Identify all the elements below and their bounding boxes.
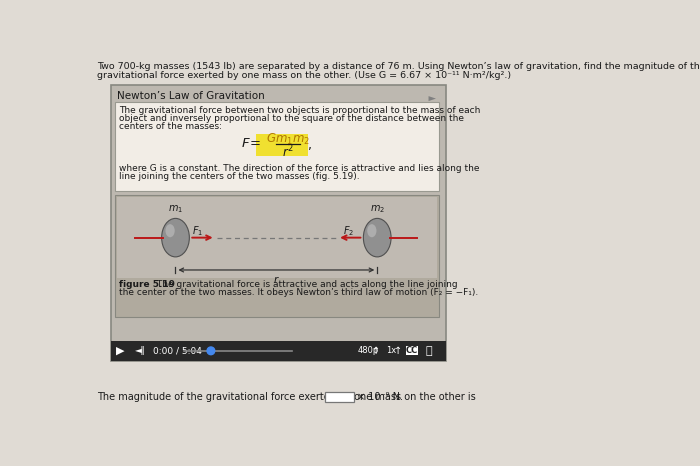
Text: 1x: 1x [386,346,396,356]
Text: the center of the two masses. It obeys Newton’s third law of motion (F₂ = −F₁).: the center of the two masses. It obeys N… [118,288,478,297]
Text: CC: CC [406,346,418,356]
Text: ,: , [308,139,312,152]
Text: where G is a constant. The direction of the force is attractive and lies along t: where G is a constant. The direction of … [119,164,480,173]
Text: The gravitational force is attractive and acts along the line joining: The gravitational force is attractive an… [154,280,458,289]
Ellipse shape [162,219,189,257]
Ellipse shape [368,224,377,237]
Text: object and inversely proportional to the square of the distance between the: object and inversely proportional to the… [119,114,464,123]
Text: $F_1$: $F_1$ [193,225,204,239]
Bar [256,135,308,156]
Text: ◄: ◄ [428,93,435,103]
Text: $m_2$: $m_2$ [370,203,385,215]
Bar [116,195,439,317]
Ellipse shape [165,224,175,237]
Bar [117,197,438,278]
Text: 0:00 / 5:04: 0:00 / 5:04 [153,346,202,356]
Text: The gravitational force between two objects is proportional to the mass of each: The gravitational force between two obje… [119,106,481,115]
Text: gravitational force exerted by one mass on the other. (Use G = 6.67 × 10⁻¹¹ N·m²: gravitational force exerted by one mass … [97,71,511,80]
Text: ◄‖: ◄‖ [134,346,146,356]
Text: $r^2$: $r^2$ [282,144,294,160]
Text: × 10⁻⁹ N.: × 10⁻⁹ N. [357,392,403,403]
Text: $r$: $r$ [273,274,280,285]
Circle shape [207,347,215,355]
Text: ⛶: ⛶ [426,346,432,356]
Text: 480p: 480p [357,346,379,356]
Text: ↑: ↑ [372,346,381,356]
Text: ↑: ↑ [394,346,402,356]
Bar [116,102,439,191]
Ellipse shape [363,219,391,257]
Text: line joining the centers of the two masses (fig. 5.19).: line joining the centers of the two mass… [119,172,360,181]
Text: The magnitude of the gravitational force exerted by one mass on the other is: The magnitude of the gravitational force… [97,392,476,403]
Text: $F_2$: $F_2$ [343,225,354,239]
Bar [111,85,446,361]
Text: ▶: ▶ [116,346,125,356]
Bar [406,346,418,356]
Text: $F\!=\!$: $F\!=\!$ [241,137,260,150]
Text: centers of the masses:: centers of the masses: [119,122,223,131]
Bar [111,341,446,361]
Text: $Gm_1m_2$: $Gm_1m_2$ [266,131,310,147]
Bar [325,391,354,402]
Text: Two 700-kg masses (1543 lb) are separated by a distance of 76 m. Using Newton’s : Two 700-kg masses (1543 lb) are separate… [97,62,700,71]
Text: Newton’s Law of Gravitation: Newton’s Law of Gravitation [117,90,265,101]
Text: figure 5.19: figure 5.19 [118,280,174,289]
Text: $m_1$: $m_1$ [168,203,183,215]
